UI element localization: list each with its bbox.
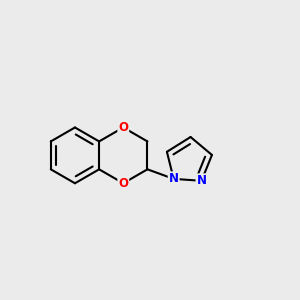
- Text: N: N: [169, 172, 179, 185]
- Text: N: N: [196, 174, 206, 187]
- Text: O: O: [118, 177, 128, 190]
- Text: O: O: [118, 121, 128, 134]
